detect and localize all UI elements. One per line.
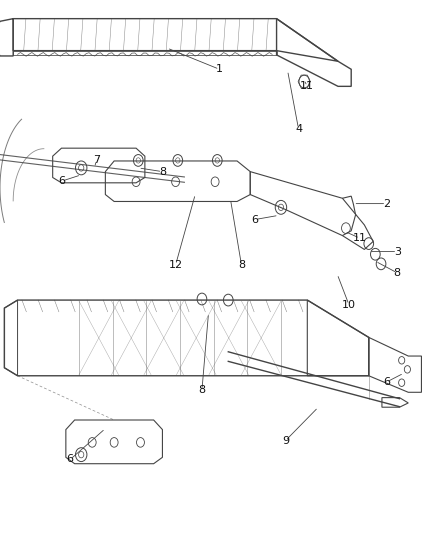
Text: 8: 8: [237, 260, 244, 270]
Text: 8: 8: [393, 268, 400, 278]
Text: 9: 9: [281, 436, 288, 446]
Text: 8: 8: [159, 167, 166, 176]
Text: 2: 2: [382, 199, 389, 208]
Text: 4: 4: [294, 124, 301, 134]
Text: 12: 12: [168, 260, 182, 270]
Text: 3: 3: [393, 247, 400, 256]
Text: 6: 6: [251, 215, 258, 224]
Text: 10: 10: [341, 300, 355, 310]
Text: 6: 6: [58, 176, 65, 186]
Text: 11: 11: [300, 82, 314, 91]
Text: 6: 6: [67, 455, 74, 464]
Text: 7: 7: [93, 155, 100, 165]
Text: 6: 6: [382, 377, 389, 387]
Text: 11: 11: [352, 233, 366, 243]
Text: 8: 8: [198, 385, 205, 395]
Text: 1: 1: [215, 64, 223, 74]
